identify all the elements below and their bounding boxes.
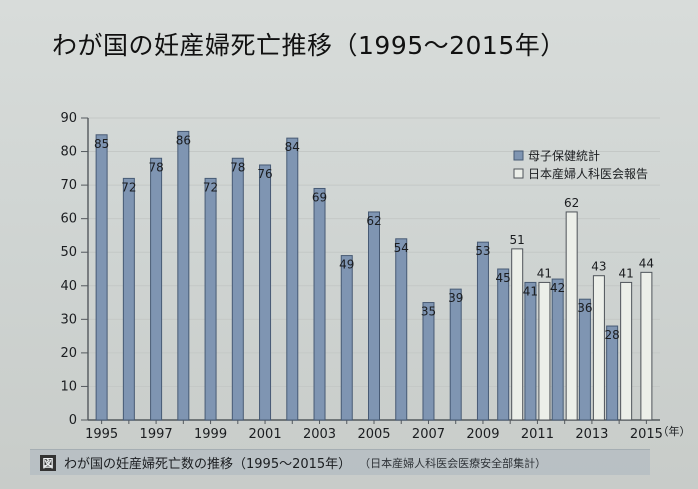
bar-label-maternal-statistics: 36 (577, 301, 592, 315)
bar-obstetric-association-report (620, 281, 633, 421)
bar-label-maternal-statistics: 49 (339, 258, 354, 272)
bar-maternal-statistics (476, 241, 489, 421)
bar-label-maternal-statistics: 54 (394, 241, 409, 255)
legend-swatch-obstetric-association-report (513, 168, 524, 179)
bar-obstetric-association-report (511, 248, 524, 421)
bar-label-maternal-statistics: 78 (148, 160, 163, 174)
bar-maternal-statistics (177, 130, 190, 421)
bar-label-maternal-statistics: 72 (203, 180, 218, 194)
x-tick-label: 1999 (194, 427, 227, 442)
x-tick-label: 2007 (412, 427, 445, 442)
y-tick-label: 30 (60, 312, 77, 327)
y-tick-label: 20 (60, 346, 77, 361)
bar-label-maternal-statistics: 28 (605, 328, 620, 342)
x-tick-label: 2013 (575, 427, 608, 442)
bar-label-obstetric-association-report: 41 (537, 266, 552, 280)
figure-mark: 図 (40, 454, 56, 471)
bar-chart: 0 10 20 30 40 50 60 70 80 90 1995 1997 1999 2001 2003 2… (60, 111, 691, 442)
y-tick-label: 60 (60, 212, 77, 227)
y-tick-label: 80 (60, 145, 77, 160)
bar-maternal-statistics (313, 187, 326, 421)
bar-maternal-statistics (204, 177, 217, 421)
bar-label-maternal-statistics: 86 (176, 133, 191, 147)
y-tick-label: 40 (60, 279, 77, 294)
bar-maternal-statistics (340, 255, 353, 421)
bar-label-maternal-statistics: 39 (448, 291, 463, 305)
bar-label-maternal-statistics: 69 (312, 190, 327, 204)
caption-source: （日本産婦人科医会医療安全部集計） (359, 456, 547, 470)
bar-maternal-statistics (122, 177, 135, 421)
y-tick-label: 10 (60, 379, 77, 394)
x-tick-label: 2015 (630, 427, 663, 442)
y-tick-label: 0 (69, 413, 77, 428)
bar-label-maternal-statistics: 62 (366, 214, 381, 228)
bar-maternal-statistics (395, 238, 408, 421)
bar-label-obstetric-association-report: 51 (510, 233, 525, 247)
x-tick-label: 2005 (357, 427, 390, 442)
bar-obstetric-association-report (592, 275, 605, 421)
figure-caption: 図 わが国の妊産婦死亡数の推移（1995～2015年） （日本産婦人科医会医療安… (30, 449, 650, 475)
bar-label-maternal-statistics: 35 (421, 305, 436, 319)
bar-label-maternal-statistics: 41 (523, 284, 538, 298)
legend-label-obstetric-association-report: 日本産婦人科医会報告 (528, 166, 648, 181)
chart-container: 0 10 20 30 40 50 60 70 80 90 1995 1997 1999 2001 2003 2… (0, 95, 698, 447)
bar-label-maternal-statistics: 85 (94, 137, 109, 151)
bar-label-obstetric-association-report: 62 (564, 196, 579, 210)
bar-obstetric-association-report (640, 271, 653, 421)
bar-maternal-statistics (95, 134, 108, 421)
x-tick-label: 1997 (140, 427, 173, 442)
bar-maternal-statistics (368, 211, 380, 421)
bar-label-maternal-statistics: 42 (550, 281, 565, 295)
bar-maternal-statistics (449, 288, 462, 421)
bar-label-maternal-statistics: 84 (285, 140, 300, 154)
x-tick-label: 2003 (303, 427, 336, 442)
x-unit-label: （年） (658, 424, 691, 438)
bar-obstetric-association-report (538, 281, 551, 421)
bar-label-maternal-statistics: 72 (121, 180, 136, 194)
bar-maternal-statistics (524, 281, 537, 421)
y-tick-label: 50 (60, 245, 77, 260)
bar-label-obstetric-association-report: 41 (619, 266, 634, 280)
x-tick-label: 2009 (466, 427, 499, 442)
bar-maternal-statistics (259, 164, 272, 421)
y-tick-label: 90 (60, 111, 77, 126)
x-tick-label: 2011 (521, 427, 554, 442)
bar-maternal-statistics (231, 157, 244, 421)
bar-label-maternal-statistics: 78 (230, 160, 245, 174)
bar-label-obstetric-association-report: 43 (591, 260, 606, 274)
y-tick-label: 70 (60, 178, 77, 193)
bar-maternal-statistics (286, 137, 299, 421)
bar-maternal-statistics (551, 278, 564, 421)
bar-obstetric-association-report (565, 211, 578, 421)
bar-maternal-statistics (422, 302, 435, 421)
x-tick-label: 2001 (249, 427, 282, 442)
page-title: わが国の妊産婦死亡推移（1995～2015年） (52, 31, 566, 60)
bar-maternal-statistics (497, 268, 510, 421)
bar-maternal-statistics (578, 298, 591, 421)
x-tick-label: 1995 (85, 427, 118, 442)
bar-label-obstetric-association-report: 44 (639, 256, 654, 270)
caption-title: わが国の妊産婦死亡数の推移（1995～2015年） (64, 457, 352, 472)
bar-label-maternal-statistics: 45 (496, 271, 511, 285)
legend-label-maternal-statistics: 母子保健統計 (528, 148, 600, 163)
bar-maternal-statistics (150, 157, 163, 421)
bar-label-maternal-statistics: 76 (257, 167, 272, 181)
bar-maternal-statistics (606, 325, 619, 421)
bar-label-maternal-statistics: 53 (475, 244, 490, 258)
legend-swatch-maternal-statistics (513, 150, 524, 161)
